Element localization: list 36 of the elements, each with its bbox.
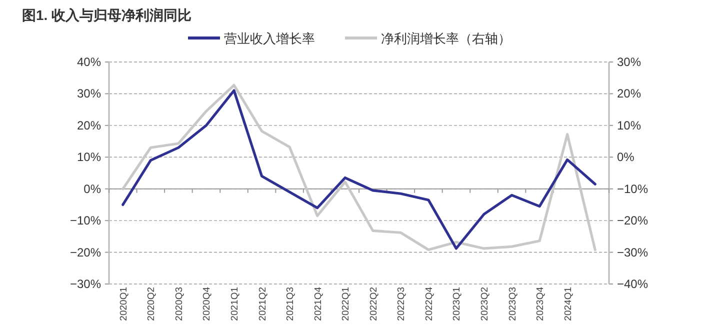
y2-tick-label: 30% bbox=[617, 55, 642, 69]
y-tick-label: −30% bbox=[70, 277, 102, 291]
y-tick-label: 20% bbox=[76, 118, 102, 132]
x-tick-label: 2023Q1 bbox=[452, 287, 463, 321]
y-tick-label: 10% bbox=[76, 150, 102, 164]
y2-tick-label: 20% bbox=[617, 86, 642, 101]
x-tick-label: 2020Q4 bbox=[202, 287, 213, 321]
y2-tick-label: −40% bbox=[617, 277, 648, 291]
y2-tick-label: −20% bbox=[617, 214, 648, 228]
y2-tick-label: −10% bbox=[617, 182, 648, 196]
y-tick-label: −20% bbox=[70, 245, 102, 260]
x-tick-label: 2022Q3 bbox=[396, 287, 408, 321]
x-tick-label: 2021Q2 bbox=[257, 287, 268, 321]
x-tick-label: 2020Q1 bbox=[118, 287, 130, 321]
x-tick-label: 2021Q1 bbox=[230, 287, 240, 321]
chart-title: 图1. 收入与归母净利润同比 bbox=[22, 7, 192, 23]
legend-label: 营业收入增长率 bbox=[224, 31, 315, 46]
y-tick-label: −10% bbox=[70, 214, 102, 228]
y-tick-label: 0% bbox=[84, 182, 102, 196]
x-tick-label: 2021Q3 bbox=[285, 287, 296, 321]
x-tick-label: 2023Q2 bbox=[480, 287, 490, 321]
x-tick-label: 2020Q3 bbox=[174, 287, 185, 321]
x-tick-label: 2024Q1 bbox=[562, 287, 574, 321]
x-tick-label: 2022Q2 bbox=[368, 287, 380, 321]
y2-tick-label: 10% bbox=[617, 118, 642, 132]
x-tick-label: 2020Q2 bbox=[146, 287, 158, 321]
y-tick-label: 40% bbox=[76, 55, 102, 69]
legend-label: 净利润增长率（右轴） bbox=[381, 31, 511, 46]
y2-tick-label: 0% bbox=[617, 150, 635, 164]
x-tick-label: 2023Q4 bbox=[535, 287, 546, 321]
x-tick-label: 2021Q4 bbox=[312, 287, 324, 321]
y2-tick-label: −30% bbox=[617, 245, 648, 260]
x-tick-label: 2023Q3 bbox=[507, 287, 518, 321]
x-tick-label: 2022Q4 bbox=[424, 287, 435, 321]
x-tick-label: 2022Q1 bbox=[340, 287, 352, 321]
y-tick-label: 30% bbox=[76, 86, 102, 101]
